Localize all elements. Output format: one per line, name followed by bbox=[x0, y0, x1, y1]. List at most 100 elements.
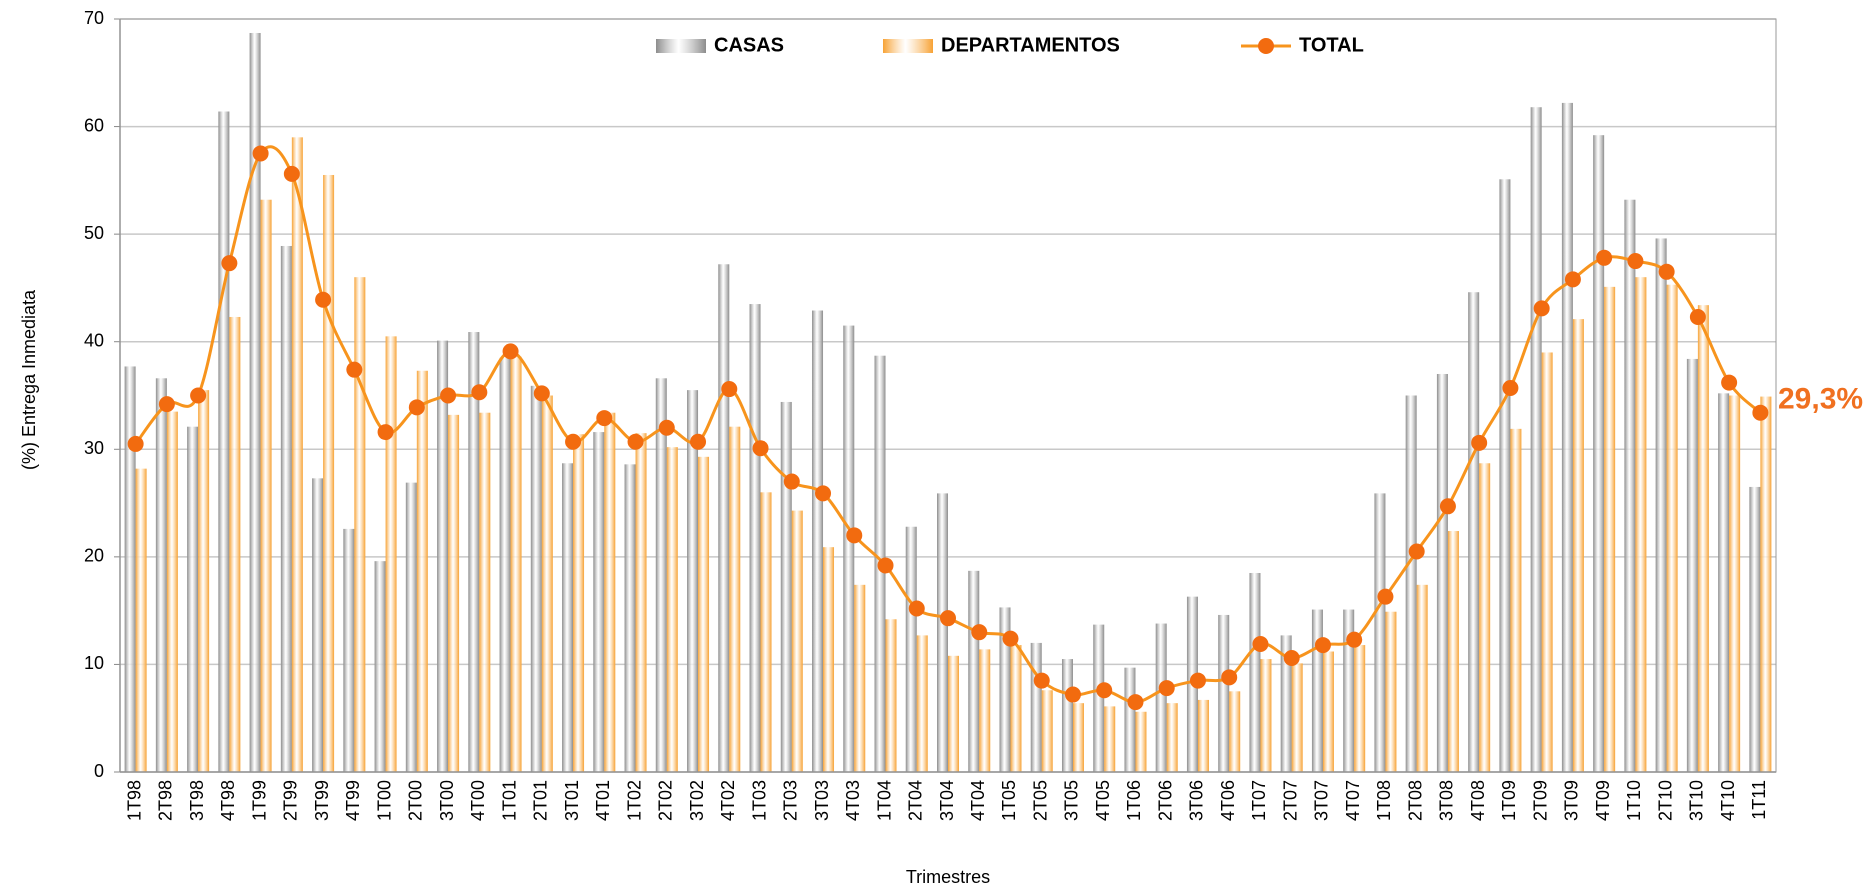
total-marker bbox=[908, 600, 925, 617]
x-tick-label: 4T10 bbox=[1718, 780, 1738, 821]
bar bbox=[1260, 659, 1272, 772]
total-marker bbox=[1752, 404, 1769, 421]
total-marker bbox=[127, 435, 144, 452]
bar bbox=[166, 411, 178, 772]
x-tick-label: 4T06 bbox=[1218, 780, 1238, 821]
legend-label: CASAS bbox=[714, 34, 784, 56]
total-marker bbox=[346, 361, 363, 378]
plot-frame bbox=[119, 18, 1777, 773]
bar bbox=[729, 426, 741, 772]
total-marker bbox=[1408, 543, 1425, 560]
bar bbox=[1655, 238, 1667, 773]
x-tick-label: 1T02 bbox=[624, 780, 644, 821]
total-marker bbox=[1502, 379, 1519, 396]
bar bbox=[198, 390, 210, 772]
bar bbox=[604, 412, 616, 772]
bar bbox=[1499, 179, 1511, 772]
bar bbox=[854, 584, 866, 772]
y-tick-label: 40 bbox=[84, 330, 104, 350]
bar bbox=[323, 174, 335, 772]
x-tick-label: 4T98 bbox=[218, 780, 238, 821]
y-tick-label: 60 bbox=[84, 115, 104, 135]
total-marker bbox=[1002, 630, 1019, 647]
total-marker bbox=[1221, 669, 1238, 686]
total-marker bbox=[1439, 498, 1456, 515]
y-tick-label: 70 bbox=[84, 8, 104, 28]
x-tick-label: 1T04 bbox=[874, 780, 894, 821]
x-tick-label: 4T03 bbox=[843, 780, 863, 821]
bar bbox=[1093, 624, 1105, 772]
bar bbox=[1280, 635, 1292, 772]
bar bbox=[1510, 428, 1522, 772]
total-marker bbox=[471, 384, 488, 401]
x-tick-label: 2T01 bbox=[531, 780, 551, 821]
bar bbox=[280, 245, 292, 772]
x-tick-label: 2T02 bbox=[656, 780, 676, 821]
total-marker bbox=[533, 385, 550, 402]
bar bbox=[343, 528, 355, 772]
bar bbox=[1311, 609, 1323, 772]
total-marker bbox=[1127, 694, 1144, 711]
x-tick-label: 4T05 bbox=[1093, 780, 1113, 821]
x-tick-label: 2T08 bbox=[1405, 780, 1425, 821]
total-marker bbox=[1314, 637, 1331, 654]
bar bbox=[1666, 284, 1678, 772]
total-marker bbox=[190, 387, 207, 404]
legend-swatch bbox=[656, 39, 706, 53]
y-tick-label: 10 bbox=[84, 653, 104, 673]
bar bbox=[1041, 690, 1053, 772]
x-tick-label: 4T07 bbox=[1343, 780, 1363, 821]
x-tick-label: 4T09 bbox=[1593, 780, 1613, 821]
bar bbox=[823, 547, 835, 772]
bar bbox=[499, 357, 511, 772]
legend-label: TOTAL bbox=[1299, 34, 1364, 56]
bar bbox=[1541, 352, 1553, 772]
bar bbox=[1218, 614, 1230, 772]
x-tick-label: 3T99 bbox=[312, 780, 332, 821]
total-marker bbox=[1346, 631, 1363, 648]
bar bbox=[1229, 691, 1241, 772]
x-tick-label: 2T03 bbox=[781, 780, 801, 821]
bar bbox=[948, 655, 959, 772]
legend-label: DEPARTAMENTOS bbox=[941, 34, 1120, 56]
y-axis-label: (%) Entrega Inmediata bbox=[19, 289, 39, 470]
x-tick-label: 3T00 bbox=[437, 780, 457, 821]
annotation: 29,3% bbox=[1778, 383, 1863, 416]
total-marker bbox=[627, 433, 644, 450]
total-marker bbox=[971, 624, 988, 641]
x-tick-label: 2T05 bbox=[1030, 780, 1050, 821]
bar bbox=[624, 464, 636, 772]
total-marker bbox=[315, 291, 332, 308]
bar bbox=[635, 433, 647, 772]
y-tick-label: 0 bbox=[94, 761, 104, 781]
bar bbox=[1343, 609, 1355, 772]
bar bbox=[530, 385, 542, 772]
bar bbox=[291, 137, 303, 773]
bar bbox=[749, 304, 761, 772]
bar bbox=[979, 649, 991, 772]
bar bbox=[124, 366, 136, 772]
total-marker bbox=[752, 440, 769, 457]
bar bbox=[1197, 699, 1209, 772]
bar bbox=[1166, 703, 1178, 772]
bar bbox=[843, 325, 855, 772]
x-tick-label: 1T03 bbox=[749, 780, 769, 821]
bar bbox=[1436, 373, 1448, 772]
bar bbox=[1416, 584, 1428, 772]
bar bbox=[968, 570, 980, 772]
x-tick-label: 1T07 bbox=[1249, 780, 1269, 821]
x-tick-label: 3T05 bbox=[1062, 780, 1082, 821]
x-tick-label: 4T04 bbox=[968, 780, 988, 821]
total-marker bbox=[1064, 686, 1081, 703]
bar bbox=[655, 378, 667, 772]
y-tick-label: 50 bbox=[84, 223, 104, 243]
total-marker bbox=[1471, 434, 1488, 451]
bar bbox=[1749, 486, 1761, 772]
bar bbox=[937, 493, 948, 772]
x-tick-label: 3T02 bbox=[687, 780, 707, 821]
bar bbox=[385, 336, 397, 772]
total-marker bbox=[283, 165, 300, 182]
bar bbox=[1593, 135, 1605, 773]
x-tick-label: 1T01 bbox=[499, 780, 519, 821]
bar bbox=[218, 111, 230, 773]
